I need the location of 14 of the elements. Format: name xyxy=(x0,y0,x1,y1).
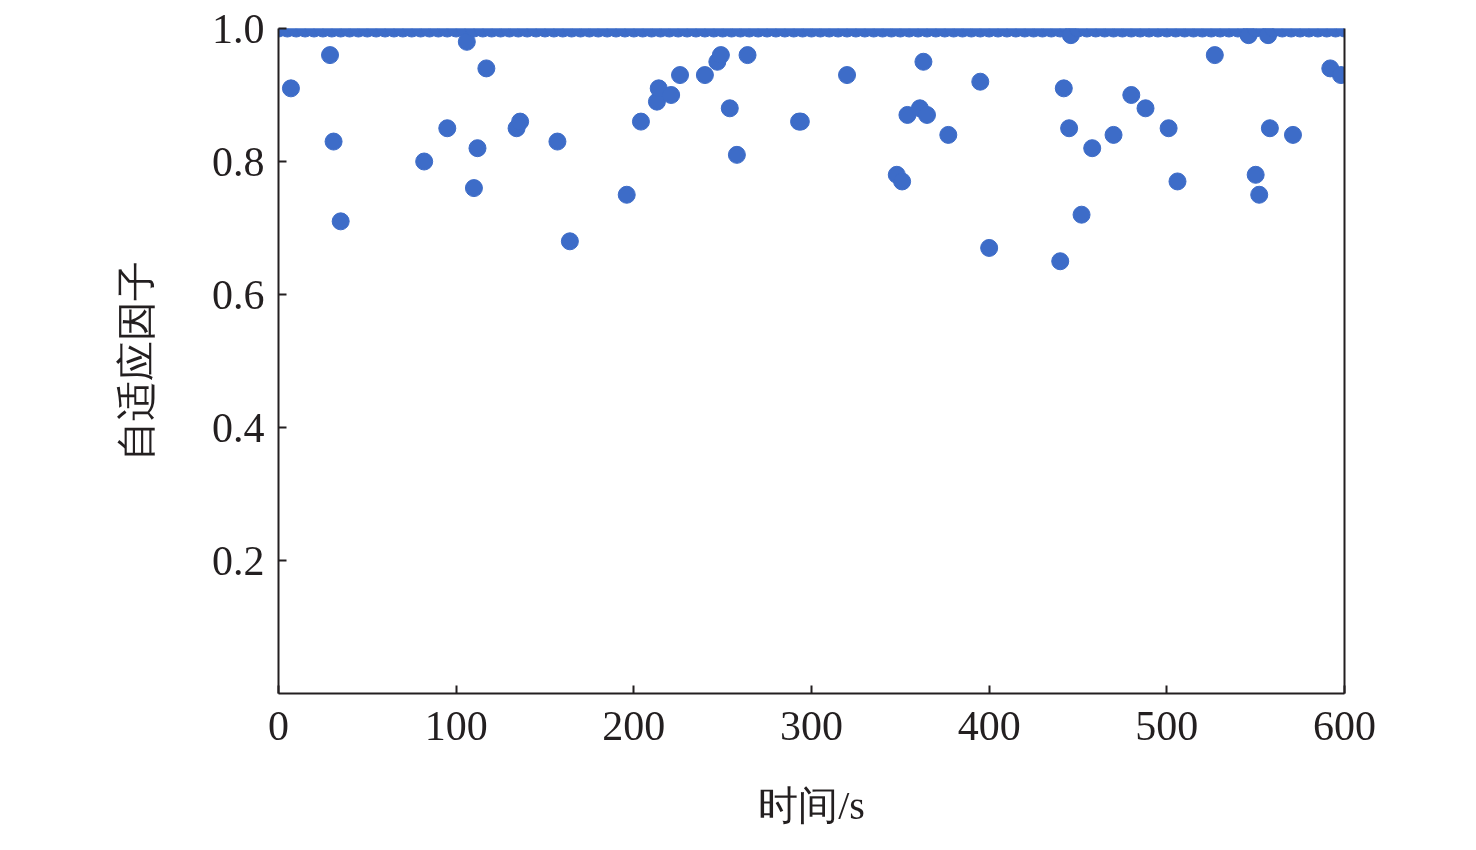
y-tick-label: 0.6 xyxy=(212,271,265,318)
x-tick-label: 300 xyxy=(780,702,843,749)
x-tick-label: 0 xyxy=(268,702,289,749)
y-tick-label: 0.4 xyxy=(212,404,265,451)
x-tick-label: 200 xyxy=(602,702,666,749)
y-tick-label: 0.2 xyxy=(212,537,265,584)
y-tick-label: 0.8 xyxy=(212,138,265,185)
x-tick-label: 600 xyxy=(1313,702,1376,749)
x-axis-title: 时间/s xyxy=(758,782,865,828)
x-tick-label: 500 xyxy=(1135,702,1199,749)
x-tick-label: 400 xyxy=(957,702,1021,749)
y-axis-title: 自适应因子 xyxy=(114,261,159,461)
y-tick-label: 1.0 xyxy=(212,5,265,52)
x-tick-label: 100 xyxy=(424,702,488,749)
